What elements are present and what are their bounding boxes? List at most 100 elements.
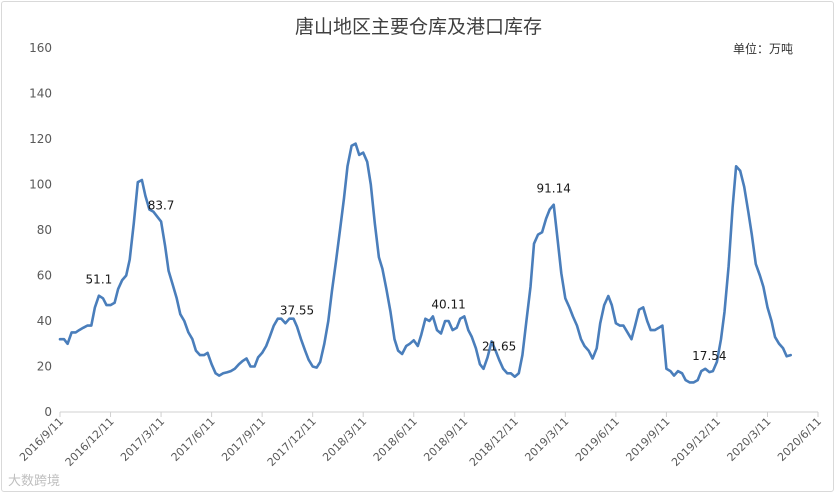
data-point: [499, 359, 500, 360]
data-point: [184, 320, 185, 321]
data-point: [569, 307, 570, 308]
data-point: [546, 218, 547, 219]
data-point: [230, 371, 231, 372]
data-point: [172, 284, 173, 285]
data-point: [436, 330, 437, 331]
chart-title: 唐山地区主要仓库及港口库存: [294, 16, 542, 38]
x-tick-label: 2016/12/11: [63, 415, 117, 469]
data-point: [262, 352, 263, 353]
data-point: [635, 325, 636, 326]
data-point: [783, 348, 784, 349]
data-point: [98, 295, 99, 296]
data-point: [619, 325, 620, 326]
data-point: [654, 330, 655, 331]
data-point: [689, 382, 690, 383]
data-point: [510, 373, 511, 374]
data-point: [335, 261, 336, 262]
data-point: [106, 305, 107, 306]
y-axis: 0 20 40 60 80 100 120 140 160: [29, 41, 52, 419]
data-point: [779, 343, 780, 344]
data-point: [720, 339, 721, 340]
data-point: [328, 320, 329, 321]
data-point: [627, 332, 628, 333]
data-point: [596, 348, 597, 349]
data-point: [479, 364, 480, 365]
data-point: [429, 320, 430, 321]
x-tick-label: 2019/3/11: [522, 415, 571, 464]
data-point: [514, 376, 515, 377]
data-point: [475, 348, 476, 349]
data-point: [662, 325, 663, 326]
data-point: [456, 327, 457, 328]
data-point: [697, 380, 698, 381]
data-point: [281, 318, 282, 319]
data-point: [553, 204, 554, 205]
watermark-text: 大数跨境: [8, 474, 61, 489]
data-point: [156, 216, 157, 217]
data-point: [238, 364, 239, 365]
data-point: [751, 234, 752, 235]
data-point: [394, 339, 395, 340]
y-tick-label: 100: [29, 178, 52, 192]
data-point: [503, 368, 504, 369]
data-point: [650, 330, 651, 331]
data-point: [219, 375, 220, 376]
y-tick-label: 60: [37, 269, 52, 283]
data-point: [464, 316, 465, 317]
data-point: [71, 332, 72, 333]
data-point: [266, 345, 267, 346]
data-label: 21.65: [482, 340, 516, 354]
x-tick-label: 2017/9/11: [219, 415, 268, 464]
data-point: [122, 280, 123, 281]
data-point: [468, 330, 469, 331]
data-point: [223, 373, 224, 374]
data-point: [110, 305, 111, 306]
data-point: [374, 223, 375, 224]
data-point: [87, 325, 88, 326]
data-point: [611, 305, 612, 306]
data-point: [615, 323, 616, 324]
data-point: [199, 355, 200, 356]
data-point: [390, 311, 391, 312]
data-label: 83.7: [148, 199, 175, 213]
data-point: [378, 257, 379, 258]
data-point: [308, 359, 309, 360]
data-point: [771, 320, 772, 321]
data-point: [592, 358, 593, 359]
data-point: [258, 357, 259, 358]
data-point: [759, 275, 760, 276]
data-point: [643, 307, 644, 308]
y-tick-label: 40: [37, 314, 52, 328]
data-label: 37.55: [280, 304, 314, 318]
data-point: [59, 339, 60, 340]
data-point: [522, 355, 523, 356]
data-point: [192, 339, 193, 340]
data-point: [670, 371, 671, 372]
data-point: [355, 143, 356, 144]
data-point: [604, 305, 605, 306]
data-point: [409, 343, 410, 344]
data-point: [406, 345, 407, 346]
data-point: [445, 320, 446, 321]
data-point: [402, 353, 403, 354]
data-point: [537, 234, 538, 235]
data-label: 40.11: [431, 298, 465, 312]
data-point: [767, 307, 768, 308]
x-tick-label: 2016/9/11: [17, 415, 66, 464]
data-point: [421, 334, 422, 335]
data-point: [118, 289, 119, 290]
data-point: [693, 382, 694, 383]
data-point: [312, 366, 313, 367]
y-tick-label: 80: [37, 223, 52, 237]
data-point: [83, 327, 84, 328]
data-point: [250, 366, 251, 367]
x-tick-label: 2019/9/11: [623, 415, 672, 464]
data-point: [530, 286, 531, 287]
data-point: [343, 198, 344, 199]
data-point: [561, 273, 562, 274]
data-point: [701, 371, 702, 372]
data-point: [658, 327, 659, 328]
y-tick-label: 120: [29, 132, 52, 146]
data-point: [254, 366, 255, 367]
data-point: [67, 343, 68, 344]
